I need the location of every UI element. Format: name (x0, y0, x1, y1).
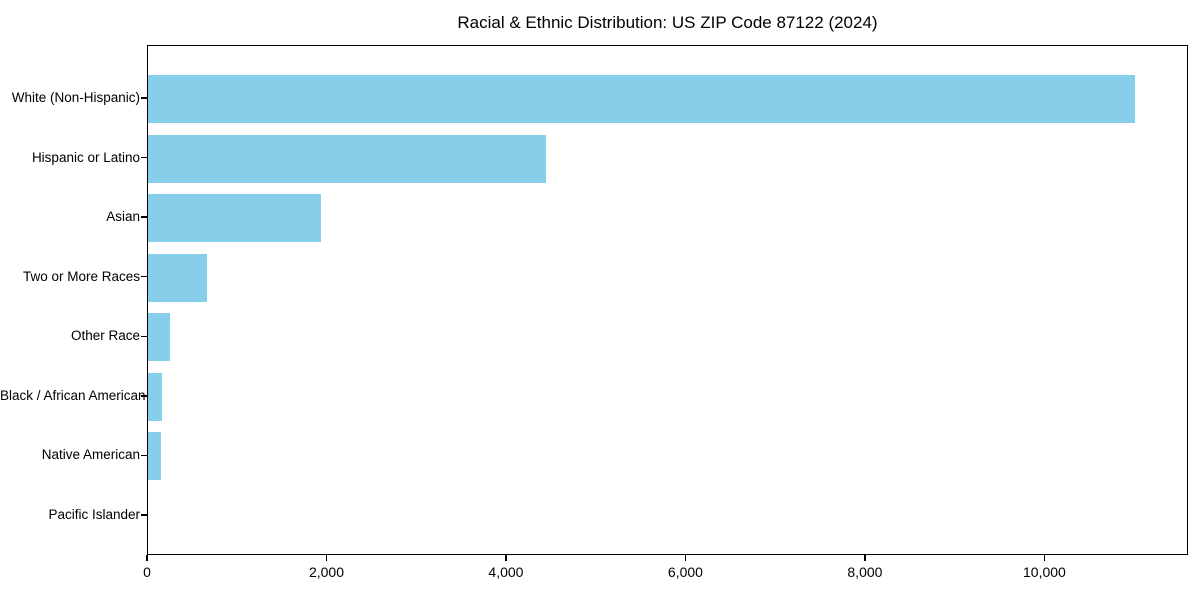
x-tick-label: 8,000 (847, 564, 883, 580)
x-tick-mark (505, 555, 507, 561)
y-tick-label: Other Race (70, 328, 140, 344)
y-tick-label: White (Non-Hispanic) (11, 90, 140, 105)
x-tick-mark (864, 555, 866, 561)
y-tick-mark (141, 216, 147, 218)
y-tick-label: Pacific Islander (48, 507, 140, 522)
y-tick-mark (141, 335, 147, 337)
plot-area (147, 45, 1188, 555)
bar (148, 194, 322, 243)
bar (148, 253, 208, 302)
x-tick-label: 10,000 (1022, 564, 1066, 580)
y-tick-label: Asian (106, 209, 140, 225)
bar (148, 313, 170, 362)
y-tick-label: Native American (41, 447, 140, 463)
bar (148, 432, 162, 481)
y-tick-mark (141, 156, 147, 159)
x-tick-mark (1043, 555, 1046, 561)
x-tick-label: 4,000 (488, 564, 524, 580)
x-tick-label: 0 (143, 564, 151, 580)
y-tick-mark (141, 97, 147, 99)
y-tick-mark (141, 454, 147, 457)
x-tick-label: 6,000 (667, 564, 703, 580)
chart-title: Racial & Ethnic Distribution: US ZIP Cod… (457, 13, 878, 32)
bar (148, 75, 1136, 123)
bar (148, 134, 547, 183)
y-tick-label: Hispanic or Latino (31, 149, 140, 165)
x-tick-mark (684, 555, 687, 561)
bar (148, 372, 163, 421)
x-tick-mark (325, 555, 328, 561)
y-tick-mark (141, 514, 147, 516)
y-tick-label: Two or More Races (22, 268, 140, 284)
x-tick-mark (146, 555, 148, 561)
y-tick-label: Black / African American (0, 387, 146, 403)
x-tick-label: 2,000 (308, 564, 344, 580)
y-tick-mark (141, 276, 147, 278)
y-tick-mark (141, 395, 147, 397)
